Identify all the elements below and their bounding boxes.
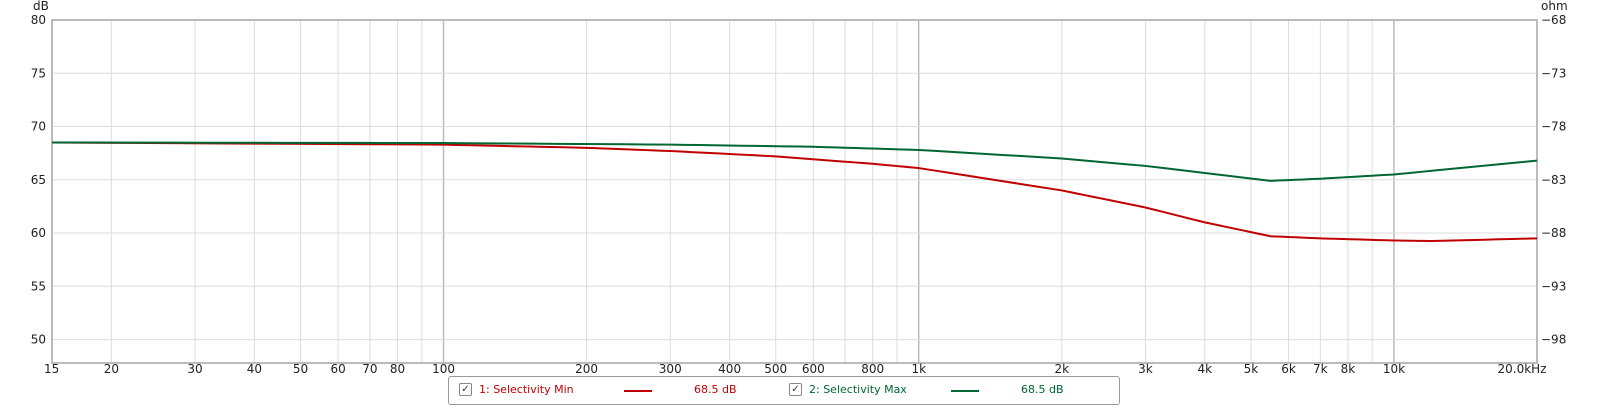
x-tick-label: 10k <box>1383 362 1405 376</box>
y2-tick-label: −83 <box>1541 173 1566 187</box>
legend: ✓ 1: Selectivity Min 68.5 dB ✓ 2: Select… <box>448 376 1120 405</box>
y-tick-label: 60 <box>31 226 46 240</box>
y-tick-label: 50 <box>31 333 46 347</box>
x-tick-label: 60 <box>330 362 345 376</box>
x-tick-label: 7k <box>1313 362 1328 376</box>
y-tick-label: 70 <box>31 120 46 134</box>
checkbox[interactable]: ✓ <box>459 383 472 396</box>
x-tick-label: 40 <box>247 362 262 376</box>
plot-area: 80 −68 75 −73 70 −78 65 −83 60 −88 55 −93 50 −98 15 20 3… <box>31 0 1568 376</box>
x-tick-label: 400 <box>718 362 741 376</box>
x-tick-label: 800 <box>861 362 884 376</box>
x-tick-label: 20.0kHz <box>1498 362 1547 376</box>
x-tick-label: 300 <box>659 362 682 376</box>
x-tick-label: 4k <box>1198 362 1213 376</box>
legend-label: 2: Selectivity Max <box>809 383 907 396</box>
x-tick-label: 50 <box>293 362 308 376</box>
legend-swatch <box>951 390 979 392</box>
left-axis-unit: dB <box>33 0 49 13</box>
legend-label: 1: Selectivity Min <box>479 383 574 396</box>
legend-swatch <box>624 390 652 392</box>
x-tick-label: 30 <box>187 362 202 376</box>
x-tick-label: 100 <box>432 362 455 376</box>
y2-tick-label: −88 <box>1541 226 1566 240</box>
x-tick-label: 5k <box>1244 362 1259 376</box>
x-tick-label: 600 <box>802 362 825 376</box>
y2-tick-label: −73 <box>1541 66 1566 80</box>
y-tick-label: 75 <box>31 66 46 80</box>
plot-frame <box>51 19 1538 364</box>
x-tick-label: 15 <box>44 362 59 376</box>
x-tick-label: 3k <box>1138 362 1153 376</box>
right-axis-unit: ohm <box>1541 0 1568 13</box>
y-tick-label: 65 <box>31 173 46 187</box>
legend-readout: 68.5 dB <box>694 383 737 396</box>
legend-item-max[interactable]: ✓ 2: Selectivity Max <box>789 383 907 396</box>
x-tick-label: 20 <box>104 362 119 376</box>
x-tick-label: 70 <box>362 362 377 376</box>
x-tick-label: 6k <box>1281 362 1296 376</box>
y-tick-label: 55 <box>31 279 46 293</box>
series-line-1 <box>51 141 1538 243</box>
y2-tick-label: −78 <box>1541 120 1566 134</box>
legend-readout: 68.5 dB <box>1021 383 1064 396</box>
y2-tick-label: −98 <box>1541 333 1566 347</box>
y2-tick-label: −68 <box>1541 13 1566 27</box>
series-line-2 <box>51 141 1538 182</box>
x-tick-label: 8k <box>1341 362 1356 376</box>
legend-item-min[interactable]: ✓ 1: Selectivity Min <box>459 383 574 396</box>
x-tick-label: 80 <box>390 362 405 376</box>
x-tick-label: 200 <box>575 362 598 376</box>
y-tick-label: 80 <box>31 13 46 27</box>
x-tick-label: 500 <box>764 362 787 376</box>
x-tick-label: 2k <box>1054 362 1069 376</box>
checkbox[interactable]: ✓ <box>789 383 802 396</box>
y2-tick-label: −93 <box>1541 279 1566 293</box>
x-tick-label: 1k <box>911 362 926 376</box>
